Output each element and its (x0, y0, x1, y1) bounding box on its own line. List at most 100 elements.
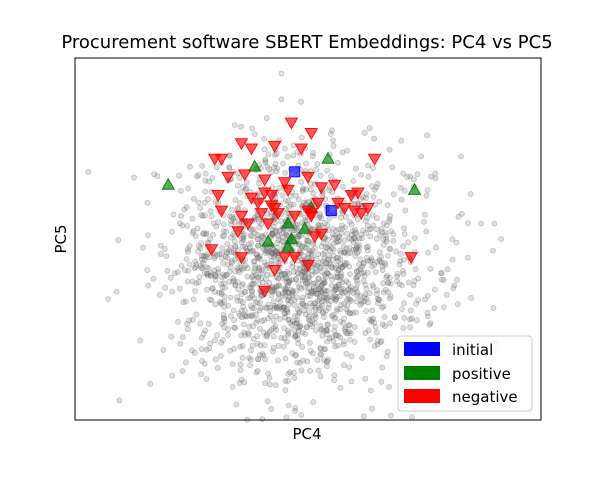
background-point (325, 256, 332, 263)
background-point (353, 277, 360, 284)
background-point (262, 304, 269, 311)
background-point (405, 279, 412, 286)
background-point (306, 308, 313, 315)
background-point (267, 253, 274, 259)
background-point (348, 221, 355, 228)
background-point (361, 129, 368, 136)
background-point (282, 169, 288, 176)
background-point (304, 217, 311, 224)
background-point (285, 301, 292, 308)
background-point (329, 127, 336, 134)
background-point (306, 278, 313, 285)
background-point (255, 273, 262, 280)
background-point (378, 378, 385, 385)
background-point (209, 285, 216, 292)
background-point (221, 318, 228, 325)
background-point (285, 330, 292, 336)
background-point (268, 327, 275, 334)
background-point (324, 327, 331, 334)
background-point (180, 299, 187, 305)
background-point (219, 233, 226, 240)
background-point (202, 177, 209, 184)
background-point (318, 351, 325, 358)
background-point (347, 271, 353, 277)
background-point (266, 328, 273, 335)
background-point (276, 305, 282, 312)
background-point (269, 288, 276, 295)
background-point (231, 324, 237, 331)
background-point (280, 238, 287, 245)
background-point (281, 275, 288, 282)
background-point (344, 302, 351, 309)
background-point (287, 201, 294, 208)
background-point (309, 290, 316, 296)
point-negative (281, 184, 295, 197)
background-point (254, 333, 261, 339)
background-point (333, 255, 340, 262)
background-point (316, 214, 322, 221)
background-point (478, 220, 484, 227)
background-point (186, 261, 193, 268)
background-point (224, 272, 230, 279)
background-point (249, 305, 256, 311)
background-point (256, 180, 262, 187)
background-point (299, 297, 306, 304)
background-point (242, 244, 248, 250)
background-point (339, 289, 346, 296)
background-point (221, 293, 228, 300)
background-point (299, 264, 306, 271)
background-point (252, 262, 258, 269)
background-point (340, 320, 347, 326)
background-point (326, 335, 333, 342)
background-point (237, 189, 244, 195)
background-point (137, 337, 144, 344)
background-point (248, 226, 255, 233)
background-point (309, 253, 315, 260)
background-point (315, 222, 321, 229)
background-point (157, 242, 164, 249)
background-point (324, 338, 330, 345)
background-point (315, 302, 322, 309)
background-point (285, 371, 292, 377)
background-point (363, 244, 370, 251)
background-point (271, 164, 277, 171)
background-point (238, 376, 245, 383)
background-point (294, 313, 301, 319)
background-point (228, 249, 235, 255)
legend-swatch-negative (404, 389, 440, 403)
background-point (168, 228, 175, 235)
background-point (379, 364, 386, 371)
background-point (240, 234, 247, 241)
background-point (285, 279, 292, 285)
background-point (362, 195, 369, 201)
background-point (283, 286, 290, 293)
background-point (285, 289, 292, 296)
background-point (338, 264, 345, 270)
background-point (312, 306, 319, 313)
background-point (217, 298, 223, 305)
background-point (383, 235, 389, 242)
background-point (250, 248, 257, 254)
background-point (289, 263, 295, 270)
background-point (367, 336, 374, 343)
background-point (254, 367, 261, 374)
background-point (320, 314, 327, 320)
background-point (322, 264, 329, 270)
background-point (179, 222, 186, 229)
background-point (353, 268, 360, 275)
background-point (338, 230, 345, 237)
background-point (364, 214, 370, 221)
background-point (367, 233, 374, 240)
background-point (309, 350, 316, 357)
background-point (312, 314, 319, 321)
background-point (262, 276, 269, 282)
background-point (330, 246, 337, 253)
background-point (192, 258, 199, 265)
background-point (258, 267, 265, 274)
background-point (323, 296, 330, 303)
background-point (293, 227, 300, 234)
background-point (286, 277, 293, 284)
background-point (349, 231, 355, 238)
background-point (229, 361, 236, 367)
